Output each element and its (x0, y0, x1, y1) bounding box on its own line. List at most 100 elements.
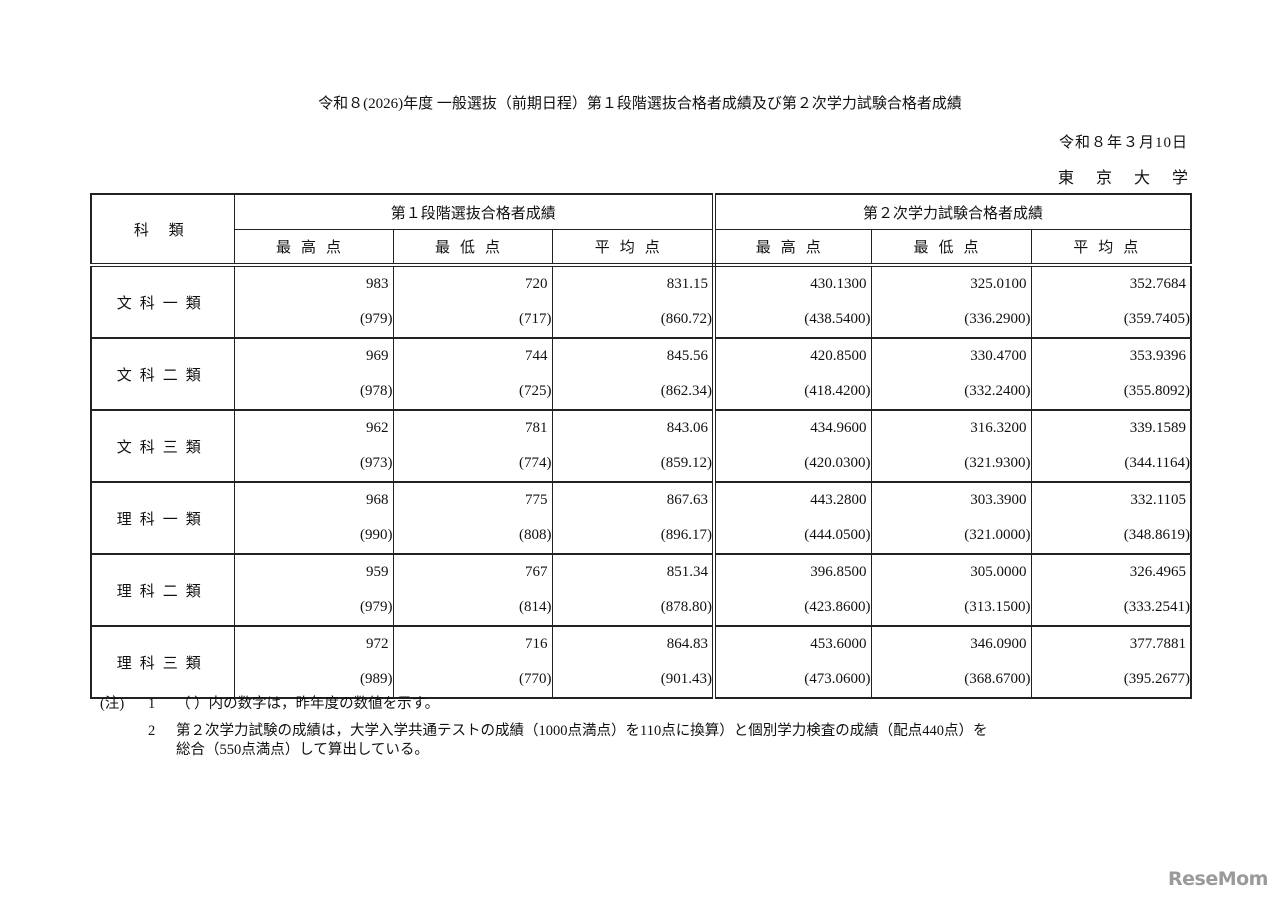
score-cell: 767 (814) (392, 553, 553, 627)
score-cell: 851.34 (878.80) (551, 553, 717, 627)
current-value: 968 (366, 492, 389, 508)
previous-year-value: (896.17) (660, 527, 713, 543)
score-cell: 453.6000 (473.0600) (713, 625, 872, 699)
score-cell: 968 (990) (233, 481, 394, 555)
previous-year-value: (444.0500) (804, 527, 871, 543)
document-title: 令和８(2026)年度 一般選抜（前期日程）第１段階選抜合格者成績及び第２次学力… (318, 96, 962, 112)
category-header: 科 類 (90, 193, 235, 267)
current-value: 396.8500 (810, 564, 867, 580)
previous-year-value: (979) (360, 311, 393, 327)
previous-year-value: (717) (519, 311, 552, 327)
previous-year-value: (814) (519, 599, 552, 615)
score-cell: 330.4700 (332.2400) (870, 337, 1032, 411)
note-number: 2 (148, 723, 156, 739)
previous-year-value: (420.0300) (804, 455, 871, 471)
group-header-first-stage: 第１段階選抜合格者成績 (233, 193, 717, 230)
previous-year-value: (979) (360, 599, 393, 615)
previous-year-value: (368.6700) (964, 671, 1031, 687)
current-value: 339.1589 (1129, 420, 1187, 436)
score-cell: 430.1300 (438.5400) (713, 264, 872, 339)
score-cell: 864.83 (901.43) (551, 625, 717, 699)
score-cell: 983 (979) (233, 264, 394, 339)
score-cell: 775 (808) (392, 481, 553, 555)
previous-year-value: (859.12) (660, 455, 713, 471)
organization-name: 東京大学 (1057, 170, 1210, 187)
score-cell: 420.8500 (418.4200) (713, 337, 872, 411)
sub-header: 最低点 (870, 229, 1032, 267)
current-value: 845.56 (666, 348, 709, 364)
current-value: 864.83 (666, 636, 709, 652)
previous-year-value: (808) (519, 527, 552, 543)
previous-year-value: (333.2541) (1123, 599, 1191, 615)
score-cell: 332.1105 (348.8619) (1030, 481, 1192, 555)
current-value: 377.7881 (1129, 636, 1187, 652)
current-value: 352.7684 (1129, 276, 1187, 292)
current-value: 325.0100 (970, 276, 1027, 292)
previous-year-value: (878.80) (660, 599, 713, 615)
previous-year-value: (423.8600) (804, 599, 871, 615)
category-cell: 理科二類 (90, 553, 235, 627)
current-value: 330.4700 (970, 348, 1027, 364)
previous-year-value: (725) (519, 383, 552, 399)
previous-year-value: (313.1500) (964, 599, 1031, 615)
current-value: 843.06 (666, 420, 709, 436)
previous-year-value: (359.7405) (1123, 311, 1191, 327)
previous-year-value: (770) (519, 671, 552, 687)
current-value: 851.34 (666, 564, 709, 580)
current-value: 767 (525, 564, 548, 580)
score-cell: 716 (770) (392, 625, 553, 699)
score-cell: 843.06 (859.12) (551, 409, 717, 483)
previous-year-value: (355.8092) (1123, 383, 1191, 399)
previous-year-value: (321.9300) (964, 455, 1031, 471)
table-row: 理科三類 972 (989) 716 (770) 864.83 (901.43) 453.60… (90, 625, 1192, 699)
previous-year-value: (344.1164) (1124, 455, 1191, 471)
current-value: 326.4965 (1129, 564, 1187, 580)
score-cell: 720 (717) (392, 264, 553, 339)
current-value: 972 (366, 636, 389, 652)
current-value: 720 (525, 276, 548, 292)
score-cell: 346.0900 (368.6700) (870, 625, 1032, 699)
score-cell: 396.8500 (423.8600) (713, 553, 872, 627)
note-text: 第２次学力試験の成績は，大学入学共通テストの成績（1000点満点）を110点に換… (176, 723, 988, 739)
previous-year-value: (321.0000) (964, 527, 1031, 543)
previous-year-value: (438.5400) (804, 311, 871, 327)
score-cell: 972 (989) (233, 625, 394, 699)
current-value: 434.9600 (810, 420, 867, 436)
current-value: 983 (366, 276, 389, 292)
current-value: 430.1300 (810, 276, 867, 292)
previous-year-value: (473.0600) (804, 671, 871, 687)
previous-year-value: (332.2400) (964, 383, 1031, 399)
previous-year-value: (418.4200) (804, 383, 871, 399)
current-value: 443.2800 (810, 492, 867, 508)
sub-header: 平均点 (1030, 229, 1192, 267)
score-cell: 377.7881 (395.2677) (1030, 625, 1192, 699)
current-value: 716 (525, 636, 548, 652)
sub-header: 平均点 (551, 229, 717, 267)
resemom-watermark-logo: ReseMom (1168, 868, 1268, 890)
group-header-second-exam: 第２次学力試験合格者成績 (713, 193, 1192, 230)
score-cell: 434.9600 (420.0300) (713, 409, 872, 483)
previous-year-value: (336.2900) (964, 311, 1031, 327)
previous-year-value: (774) (519, 455, 552, 471)
current-value: 744 (525, 348, 548, 364)
category-cell: 文科一類 (90, 264, 235, 339)
current-value: 831.15 (666, 276, 709, 292)
results-table: 科 類 第１段階選抜合格者成績 第２次学力試験合格者成績 最高点 最低点 平均点… (90, 193, 1193, 699)
previous-year-value: (395.2677) (1123, 671, 1191, 687)
current-value: 420.8500 (810, 348, 867, 364)
note-item: (注) 1 （ ）内の数字は，昨年度の数値を示す。 (100, 695, 987, 714)
score-cell: 831.15 (860.72) (551, 264, 717, 339)
current-value: 775 (525, 492, 548, 508)
note-text: （ ）内の数字は，昨年度の数値を示す。 (176, 696, 440, 712)
current-value: 332.1105 (1130, 492, 1187, 508)
score-cell: 339.1589 (344.1164) (1030, 409, 1192, 483)
score-cell: 305.0000 (313.1500) (870, 553, 1032, 627)
category-cell: 文科三類 (90, 409, 235, 483)
current-value: 353.9396 (1129, 348, 1187, 364)
score-cell: 969 (978) (233, 337, 394, 411)
category-cell: 理科三類 (90, 625, 235, 699)
score-cell: 959 (979) (233, 553, 394, 627)
previous-year-value: (973) (360, 455, 393, 471)
previous-year-value: (990) (360, 527, 393, 543)
previous-year-value: (978) (360, 383, 393, 399)
